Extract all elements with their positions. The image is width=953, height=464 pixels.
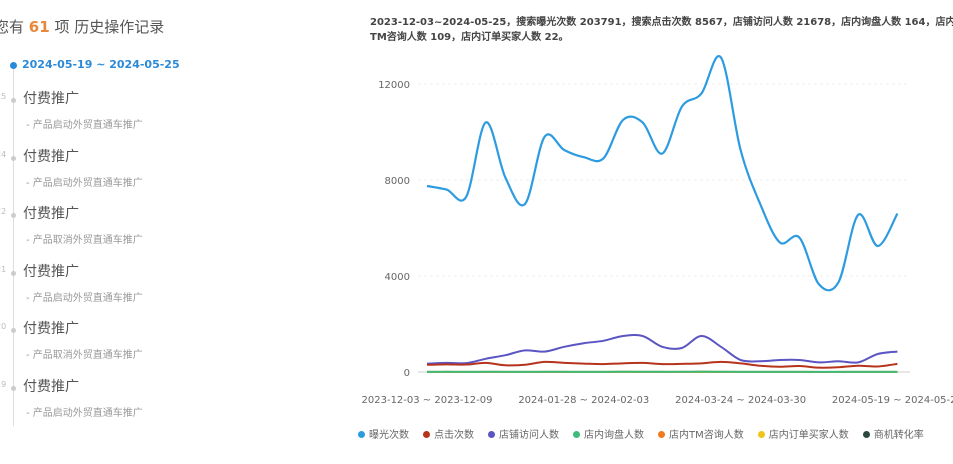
- series-line: [426, 333, 898, 365]
- legend-label: 店内订单买家人数: [768, 430, 849, 441]
- history-item-title: 付费推广: [23, 263, 79, 280]
- history-item-title: 付费推广: [23, 206, 79, 222]
- x-tick-label: 2024-05-19 ~ 2024-05-25: [832, 395, 953, 406]
- timeline-dot: [11, 155, 16, 161]
- legend-item[interactable]: 商机转化率: [862, 426, 924, 441]
- history-item-detail: - 产品取消外贸直通车推广: [26, 235, 143, 246]
- history-item: 25 付费推广 - 产品启动外贸直通车推广: [0, 91, 330, 150]
- legend-item[interactable]: 店内TM咨询人数: [658, 426, 744, 441]
- legend-dot-icon: [862, 431, 870, 438]
- series-line: [426, 55, 899, 292]
- history-item-title: 付费推广: [23, 91, 79, 107]
- timeline-dot: [11, 385, 16, 391]
- history-day: 24: [0, 149, 7, 159]
- timeline-dot: [11, 270, 16, 276]
- timeline-dot: [11, 98, 16, 103]
- y-tick-label: 0: [404, 368, 410, 379]
- history-item: 24 付费推广 - 产品启动外贸直通车推广: [0, 149, 330, 208]
- legend-dot-icon: [488, 431, 495, 438]
- history-item: 19 付费推广 - 产品启动外贸直通车推广: [0, 379, 330, 438]
- history-item: 20 付费推广 - 产品取消外贸直通车推广: [0, 321, 330, 380]
- timeline-dot-active: [10, 62, 17, 69]
- legend-item[interactable]: 店铺访问人数: [488, 426, 559, 441]
- chart-legend: 曝光次数 点击次数 店铺访问人数 店内询盘人数 店内TM咨询人数 店内订单买家人数 商机转化…: [358, 426, 924, 441]
- legend-label: 店内TM咨询人数: [669, 430, 744, 441]
- history-panel: 您有 61 项 历史操作记录 2024-05-19 ~ 2024-05-25 2…: [0, 0, 330, 464]
- history-title: 您有 61 项 历史操作记录: [0, 18, 165, 36]
- history-item-detail: - 产品取消外贸直通车推广: [26, 350, 143, 361]
- legend-item[interactable]: 店内订单买家人数: [757, 426, 849, 441]
- series-line: [426, 360, 898, 369]
- timeline-dot: [11, 213, 16, 218]
- history-item-detail: - 产品启动外贸直通车推广: [26, 177, 143, 189]
- history-item-title: 付费推广: [23, 148, 79, 165]
- summary-text: 2023-12-03~2024-05-25，搜索曝光次数 203791，搜索点击…: [370, 17, 953, 43]
- timeline-dot: [11, 328, 16, 333]
- legend-item[interactable]: 店内询盘人数: [573, 426, 644, 441]
- x-tick-label: 2024-03-24 ~ 2024-03-30: [675, 395, 806, 406]
- history-item-title: 付费推广: [23, 378, 79, 395]
- legend-dot-icon: [358, 431, 365, 438]
- history-item: 22 付费推广 - 产品取消外贸直通车推广: [0, 206, 330, 265]
- y-tick-label: 12000: [378, 80, 410, 91]
- legend-label: 店内询盘人数: [584, 430, 644, 441]
- x-tick-label: 2024-01-28 ~ 2024-02-03: [518, 395, 649, 406]
- legend-dot-icon: [658, 431, 665, 438]
- history-item-detail: - 产品启动外贸直通车推广: [26, 407, 143, 419]
- legend-label: 商机转化率: [873, 430, 924, 441]
- legend-label: 点击次数: [434, 430, 474, 441]
- history-item-title: 付费推广: [23, 321, 79, 337]
- history-item-detail: - 产品启动外贸直通车推广: [26, 120, 143, 131]
- x-tick-label: 2023-12-03 ~ 2023-12-09: [362, 395, 493, 406]
- legend-item[interactable]: 点击次数: [423, 426, 474, 441]
- y-tick-label: 4000: [385, 272, 410, 283]
- history-day: 19: [0, 379, 7, 389]
- history-day: 20: [0, 322, 7, 331]
- timeline-line: [13, 64, 14, 426]
- legend-dot-icon: [573, 431, 580, 438]
- legend-dot-icon: [757, 431, 765, 438]
- legend-item[interactable]: 曝光次数: [358, 426, 409, 441]
- history-day: 22: [0, 207, 7, 216]
- legend-label: 曝光次数: [369, 430, 409, 441]
- history-day: 25: [0, 92, 7, 101]
- history-item: 21 付费推广 - 产品启动外贸直通车推广: [0, 264, 330, 323]
- legend-dot-icon: [423, 431, 430, 438]
- timeline-week[interactable]: 2024-05-19 ~ 2024-05-25: [22, 58, 180, 71]
- history-day: 21: [0, 264, 7, 274]
- y-tick-label: 8000: [385, 176, 410, 187]
- history-count: 61: [28, 18, 50, 36]
- legend-label: 店铺访问人数: [499, 430, 559, 441]
- history-item-detail: - 产品启动外贸直通车推广: [26, 292, 143, 304]
